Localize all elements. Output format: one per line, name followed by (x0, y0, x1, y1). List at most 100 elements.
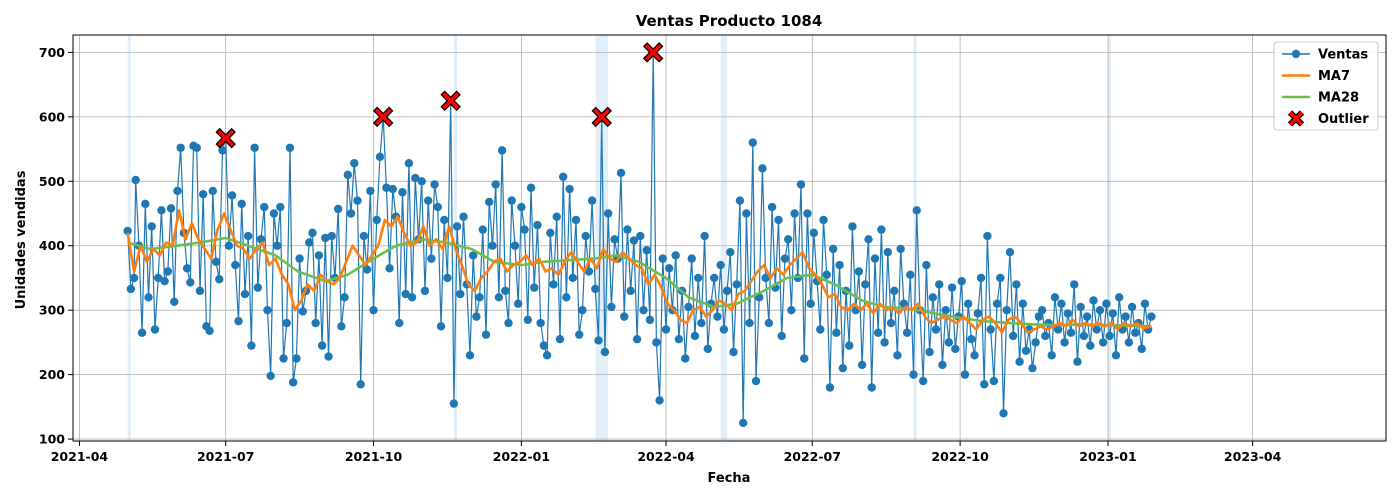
ventas-point (716, 260, 725, 270)
ventas-point (780, 254, 790, 263)
ventas-point (967, 334, 976, 344)
ma7-line (126, 209, 1152, 334)
ventas-point (520, 225, 529, 234)
ventas-point (440, 215, 449, 225)
ventas-point (1008, 331, 1018, 341)
shaded-band (453, 35, 458, 441)
ventas-point (703, 344, 713, 354)
ventas-point (864, 235, 873, 244)
ventas-point (423, 196, 433, 205)
ventas-point (1012, 280, 1021, 289)
x-tick-label: 2022-10 (931, 449, 989, 464)
ventas-point (311, 318, 320, 328)
legend-box (1273, 41, 1379, 131)
ventas-point (623, 225, 632, 234)
ventas-point (1115, 293, 1124, 302)
legend-label: Ventas (1318, 48, 1368, 63)
ventas-point (523, 315, 533, 325)
ventas-point (1124, 338, 1134, 347)
ventas-point (1037, 305, 1047, 315)
ventas-point (697, 318, 706, 328)
ventas-point (587, 196, 597, 205)
ventas-point (1098, 338, 1108, 347)
ventas-point (366, 186, 375, 196)
ventas-point (665, 264, 674, 273)
ventas-point (681, 354, 690, 363)
ventas-point (388, 184, 398, 194)
ventas-point (420, 286, 430, 296)
ventas-point (1121, 312, 1130, 321)
ventas-point (231, 260, 240, 270)
ventas-point (343, 170, 353, 180)
ventas-point (356, 380, 365, 389)
outlier-marker (591, 106, 612, 128)
x-tick-label: 2021-07 (197, 449, 254, 464)
ventas-point (452, 222, 462, 231)
ventas-point (144, 293, 153, 302)
series-layer (123, 42, 1156, 428)
ventas-point (581, 231, 590, 241)
ventas-point (777, 331, 786, 341)
ventas-point (517, 202, 526, 212)
ventas-point (407, 293, 417, 302)
ventas-point (308, 228, 317, 238)
outlier-x-stroke (442, 92, 460, 110)
ventas-point (816, 325, 825, 334)
ventas-point (411, 173, 420, 183)
ventas-point (600, 347, 610, 357)
ventas-point (1089, 296, 1098, 305)
ventas-point (129, 273, 139, 283)
y-tick-label: 600 (39, 109, 65, 124)
y-axis-ticks: 100 200 300 400 500 600 700 (39, 45, 73, 447)
shaded-band (913, 35, 917, 441)
ventas-point (652, 338, 661, 347)
ventas-point (1082, 312, 1092, 321)
x-tick-label: 2022-04 (637, 449, 695, 464)
ventas-point (620, 312, 629, 321)
ventas-point (1063, 309, 1072, 318)
ventas-point (288, 378, 298, 387)
ventas-point (761, 273, 770, 283)
ventas-point (317, 341, 327, 350)
ventas-point (1092, 325, 1101, 334)
y-tick-label: 300 (39, 303, 65, 318)
ventas-point (292, 354, 301, 363)
ventas-point (758, 164, 767, 173)
ventas-point (253, 283, 263, 292)
ventas-point (1015, 357, 1024, 366)
ventas-point (774, 215, 783, 225)
ventas-point (562, 293, 571, 302)
ventas-point (880, 338, 889, 347)
ventas-point (922, 260, 931, 270)
ventas-point (276, 202, 285, 212)
ventas-point (732, 280, 741, 289)
ventas-point (385, 264, 394, 273)
ventas-point (591, 284, 600, 294)
ventas-point (208, 186, 218, 196)
ventas-point (912, 206, 921, 215)
ventas-point (491, 180, 500, 189)
ventas-point (211, 257, 221, 267)
ventas-point (1070, 280, 1079, 289)
ventas-point (568, 273, 578, 283)
legend-label: MA7 (1318, 69, 1350, 84)
ventas-point (436, 322, 446, 331)
ventas-point (735, 196, 745, 205)
ventas-point (918, 376, 928, 386)
ventas-point (340, 293, 349, 302)
ventas-point (321, 233, 330, 243)
ventas-point (616, 168, 626, 178)
ventas-point (404, 159, 414, 168)
ventas-point (205, 326, 214, 335)
ventas-point (642, 246, 651, 255)
ventas-point (282, 318, 291, 328)
ventas-point (456, 289, 465, 299)
ventas-point (906, 270, 915, 279)
ventas-point (970, 351, 979, 360)
legend-swatch-marker (1291, 49, 1301, 59)
ventas-point (571, 215, 581, 225)
ventas-point (398, 188, 407, 197)
ventas-point (243, 231, 253, 241)
ventas-point (1047, 351, 1056, 360)
